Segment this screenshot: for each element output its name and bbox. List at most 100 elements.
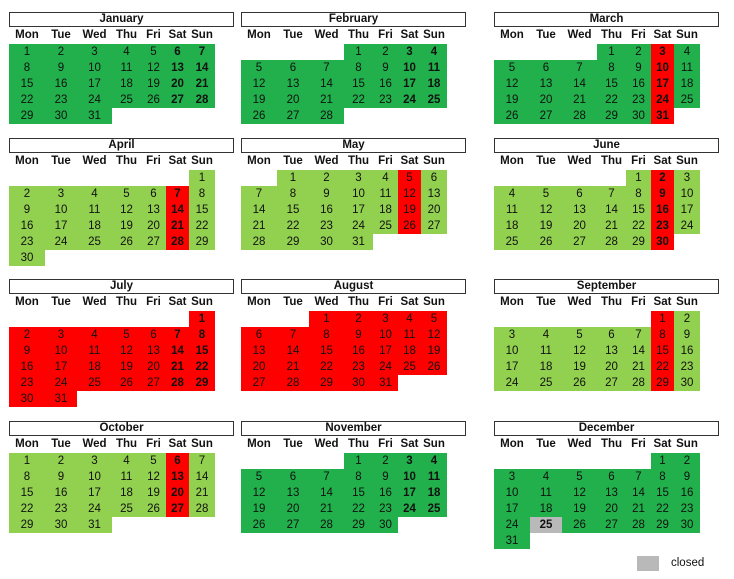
weekday-header-sun: Sun: [191, 155, 213, 167]
day-cell: 9: [674, 327, 700, 343]
weekday-header-mon: Mon: [500, 29, 524, 41]
day-cell: 2: [373, 453, 398, 469]
day-cell: 19: [112, 359, 141, 375]
day-cell: 16: [651, 202, 674, 218]
day-cell: 1: [344, 44, 373, 60]
day-cell: 13: [166, 469, 189, 485]
day-cell: 10: [651, 60, 674, 76]
day-cell: 19: [141, 485, 166, 501]
day-cell: 9: [45, 60, 77, 76]
weekday-header-sun: Sun: [423, 155, 445, 167]
day-cell: 17: [45, 359, 77, 375]
month-title: February: [241, 12, 466, 27]
day-cell: 23: [674, 501, 700, 517]
day-cell: 1: [309, 311, 344, 327]
weekday-header-thu: Thu: [347, 29, 370, 41]
weekday-header-tue: Tue: [536, 29, 556, 41]
weekday-header-mon: Mon: [247, 438, 271, 450]
weekday-header-sat: Sat: [653, 155, 672, 167]
day-cell: 18: [421, 76, 447, 92]
weekday-header-wed: Wed: [567, 29, 592, 41]
day-cell: 11: [421, 469, 447, 485]
day-cell: 16: [344, 343, 373, 359]
month-title: November: [241, 421, 466, 436]
month-title: July: [9, 279, 234, 294]
day-cell: 29: [9, 108, 45, 124]
weekday-header-sat: Sat: [168, 296, 187, 308]
weekday-header-fri: Fri: [146, 296, 161, 308]
day-cell: 17: [373, 343, 398, 359]
day-cell: 9: [309, 186, 344, 202]
day-cell: 18: [421, 485, 447, 501]
weekday-header-thu: Thu: [600, 296, 623, 308]
day-cell: 30: [45, 108, 77, 124]
weekday-header-fri: Fri: [378, 29, 393, 41]
weekday-header-fri: Fri: [631, 296, 646, 308]
month-july: July Mon Tue Wed Thu Fri Sat Sun 1 2 3 4 5 6 7 8 9 10 11 12…: [9, 279, 234, 429]
day-cell: 5: [241, 469, 277, 485]
day-cell: 8: [597, 60, 626, 76]
month-title: May: [241, 138, 466, 153]
day-cell: 6: [141, 186, 166, 202]
day-cell: 19: [141, 76, 166, 92]
day-cell: 2: [309, 170, 344, 186]
day-cell: 7: [626, 469, 651, 485]
day-cell: 21: [597, 218, 626, 234]
weekday-header-mon: Mon: [500, 296, 524, 308]
day-cell: 22: [277, 218, 309, 234]
weekday-header-wed: Wed: [567, 155, 592, 167]
day-cell: 15: [651, 343, 674, 359]
day-cell: 18: [112, 485, 141, 501]
day-cell: 14: [166, 202, 189, 218]
weekday-header-thu: Thu: [115, 29, 138, 41]
day-cell: 14: [626, 343, 651, 359]
day-cell: 14: [189, 469, 215, 485]
weekday-header-tue: Tue: [283, 296, 303, 308]
day-cell: 31: [77, 108, 112, 124]
weekday-header-sat: Sat: [653, 438, 672, 450]
day-cell: 3: [398, 44, 421, 60]
day-cell: 23: [9, 375, 45, 391]
day-cell: 16: [373, 485, 398, 501]
month-title: June: [494, 138, 719, 153]
day-cell: 11: [112, 60, 141, 76]
day-cell: 3: [77, 453, 112, 469]
day-cell: 30: [9, 391, 45, 407]
weekday-header-fri: Fri: [631, 29, 646, 41]
day-cell: 4: [373, 170, 398, 186]
day-cell: 7: [597, 186, 626, 202]
day-cell: 16: [309, 202, 344, 218]
day-cell: 17: [674, 202, 700, 218]
day-cell: 27: [241, 375, 277, 391]
day-cell: 29: [277, 234, 309, 250]
day-cell: 1: [651, 311, 674, 327]
day-cell: 5: [112, 186, 141, 202]
day-cell: 24: [494, 375, 530, 391]
legend-closed-swatch: [637, 556, 659, 571]
day-cell: 16: [9, 218, 45, 234]
day-cell: 13: [597, 485, 626, 501]
day-cell: 26: [241, 517, 277, 533]
day-cell: 27: [597, 375, 626, 391]
day-cell: 10: [494, 343, 530, 359]
weekday-header-tue: Tue: [536, 438, 556, 450]
day-cell: 29: [651, 375, 674, 391]
day-cell: 20: [277, 501, 309, 517]
day-cell: 9: [626, 60, 651, 76]
day-cell: 19: [241, 501, 277, 517]
day-cell: 21: [277, 359, 309, 375]
weekday-header-wed: Wed: [82, 438, 107, 450]
day-cell: 8: [626, 186, 651, 202]
day-cell: 2: [9, 186, 45, 202]
day-cell: 2: [373, 44, 398, 60]
weekday-header-sun: Sun: [676, 155, 698, 167]
day-cell: 11: [494, 202, 530, 218]
day-cell: 24: [398, 501, 421, 517]
day-cell: 16: [45, 76, 77, 92]
day-cell: 4: [77, 327, 112, 343]
day-cell: 30: [9, 250, 45, 266]
legend-closed-label: closed: [671, 557, 705, 569]
day-cell: 10: [494, 485, 530, 501]
day-cell: 10: [45, 343, 77, 359]
day-cell: 13: [141, 202, 166, 218]
